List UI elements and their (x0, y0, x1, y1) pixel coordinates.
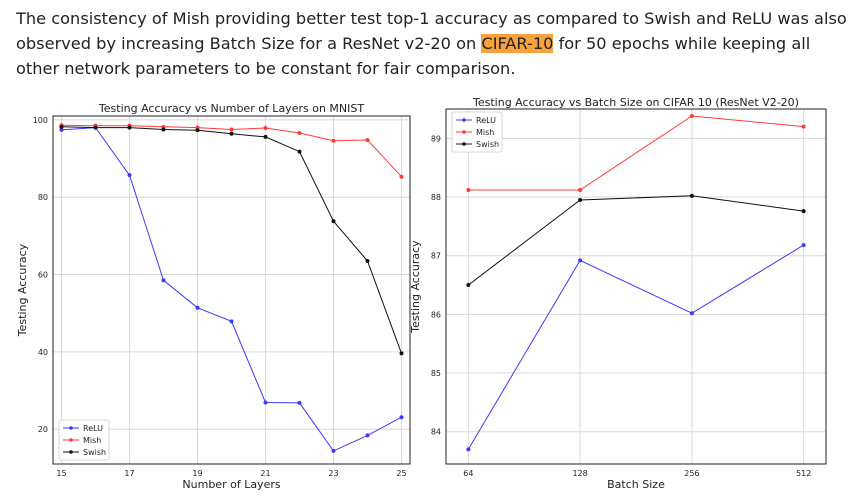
cifar-data-point-mish (466, 187, 471, 192)
cifar-data-point-mish (578, 187, 583, 192)
cifar-legend-label-mish: Mish (476, 128, 494, 137)
mnist-data-point-swish (399, 351, 404, 356)
mnist-y-tick-label: 100 (33, 116, 48, 125)
cifar-series-line-relu (467, 244, 804, 450)
mnist-data-point-mish (365, 137, 370, 142)
mnist-data-point-swish (195, 128, 200, 133)
mnist-data-point-mish (229, 127, 234, 132)
mnist-data-point-swish (229, 131, 234, 136)
mnist-data-point-relu (229, 319, 234, 324)
cifar-data-point-mish (801, 124, 806, 129)
cifar-legend-marker-swish (462, 142, 466, 146)
description-paragraph: The consistency of Mish providing better… (16, 6, 852, 81)
mnist-data-point-swish (93, 125, 98, 130)
mnist-x-tick-label: 17 (124, 469, 134, 478)
cifar-legend-marker-relu (462, 118, 466, 122)
mnist-data-point-relu (263, 400, 268, 405)
mnist-x-tick-label: 25 (396, 469, 406, 478)
mnist-data-point-relu (297, 400, 302, 405)
mnist-data-point-relu (399, 415, 404, 420)
cifar-legend-box (451, 111, 503, 153)
cifar-data-point-swish (689, 193, 694, 198)
cifar-series-line-mish (468, 115, 804, 191)
cifar-data-point-swish (578, 197, 583, 202)
mnist-data-point-swish (331, 219, 336, 224)
mnist-x-tick-label: 19 (192, 469, 202, 478)
mnist-data-point-relu (161, 278, 166, 283)
cifar-x-tick-label: 64 (463, 469, 473, 478)
mnist-data-point-mish (399, 174, 404, 179)
mnist-series-line-relu (61, 127, 402, 452)
cifar-data-point-relu (578, 258, 583, 263)
cifar-y-tick-label: 88 (431, 193, 441, 202)
cifar-legend-marker-mish (462, 130, 466, 134)
mnist-legend-label-swish: Swish (83, 448, 106, 457)
cifar-x-tick-label: 256 (684, 469, 699, 478)
mnist-data-point-swish (161, 127, 166, 132)
mnist-y-tick-label: 80 (38, 193, 48, 202)
cifar-x-tick-label: 128 (572, 469, 587, 478)
mnist-data-point-relu (127, 173, 132, 178)
cifar-series-line-swish (468, 195, 804, 286)
mnist-y-axis-label: Testing Accuracy (16, 243, 29, 337)
cifar-y-tick-label: 86 (431, 310, 441, 319)
highlighted-term: CIFAR-10 (481, 34, 554, 53)
paragraph-text-end: for 50 epochs while keeping all other ne… (16, 34, 811, 78)
mnist-y-tick-label: 20 (38, 425, 48, 434)
cifar-y-axis-label: Testing Accuracy (409, 240, 422, 334)
mnist-legend-marker-mish (69, 438, 73, 442)
cifar-legend-label-swish: Swish (476, 140, 499, 149)
cifar-x-tick-label: 512 (796, 469, 811, 478)
mnist-data-point-swish (127, 125, 132, 130)
cifar-data-point-relu (689, 311, 694, 316)
cifar-plot-frame (445, 108, 827, 465)
mnist-y-tick-label: 40 (38, 348, 48, 357)
cifar-y-tick-label: 89 (431, 134, 441, 143)
mnist-legend-marker-swish (69, 450, 73, 454)
mnist-data-point-swish (365, 259, 370, 263)
cifar-y-tick-label: 87 (431, 252, 441, 261)
mnist-data-point-mish (331, 138, 336, 143)
mnist-x-tick-label: 21 (260, 469, 270, 478)
mnist-data-point-swish (263, 134, 268, 139)
mnist-legend-box (58, 419, 110, 461)
mnist-data-point-mish (297, 131, 302, 136)
mnist-legend-label-relu: ReLU (83, 424, 103, 433)
mnist-y-tick-label: 60 (38, 271, 48, 280)
mnist-data-point-swish (297, 149, 302, 154)
mnist-legend-label-mish: Mish (83, 436, 101, 445)
mnist-x-tick-label: 23 (328, 469, 338, 478)
cifar-data-point-mish (689, 114, 694, 119)
mnist-x-tick-label: 15 (56, 469, 66, 478)
cifar-chart-title: Testing Accuracy vs Batch Size on CIFAR … (472, 96, 799, 109)
mnist-data-point-relu (195, 305, 200, 310)
cifar-data-point-relu (466, 447, 471, 452)
cifar-y-tick-label: 84 (431, 428, 441, 437)
cifar-data-point-swish (466, 283, 471, 288)
mnist-x-axis-label: Number of Layers (182, 478, 280, 491)
cifar-x-axis-label: Batch Size (607, 478, 665, 491)
paragraph-text-start: The consistency of Mish providing better… (16, 9, 847, 53)
mnist-data-point-mish (263, 125, 268, 130)
mnist-chart-title: Testing Accuracy vs Number of Layers on … (98, 102, 364, 115)
mnist-plot-frame (52, 115, 411, 465)
mnist-data-point-swish (59, 124, 64, 129)
cifar-y-tick-label: 85 (431, 369, 441, 378)
mnist-data-point-relu (331, 448, 336, 453)
mnist-legend-marker-relu (69, 426, 73, 430)
cifar-data-point-swish (801, 209, 806, 214)
mnist-data-point-relu (365, 433, 370, 438)
cifar-data-point-relu (801, 243, 806, 248)
mnist-data-point-relu (59, 127, 64, 132)
cifar-legend-label-relu: ReLU (476, 116, 496, 125)
